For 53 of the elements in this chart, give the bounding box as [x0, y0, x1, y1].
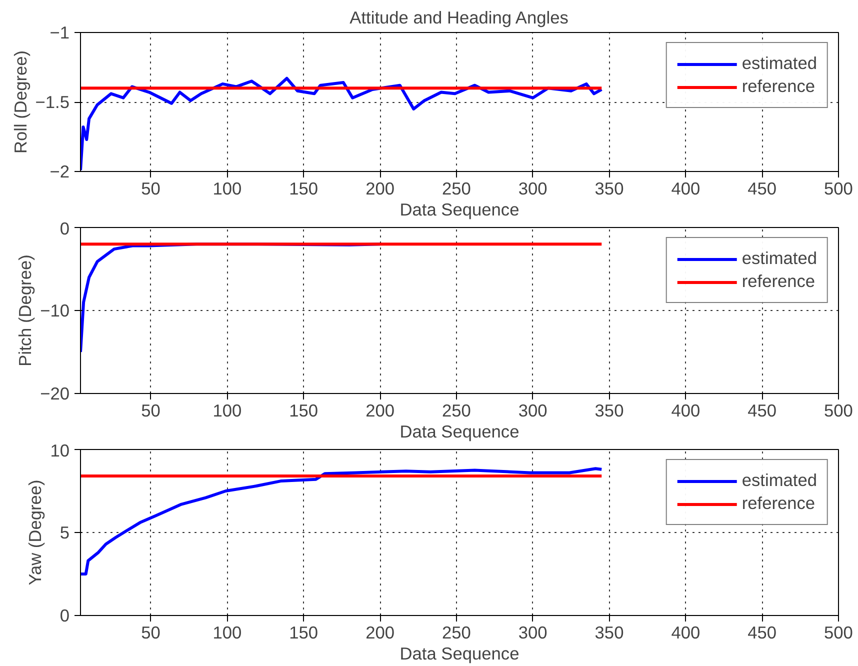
x-tick-label: 100 [212, 178, 242, 198]
line-series [80, 467, 604, 576]
x-tick-label: 400 [671, 178, 700, 198]
y-tick-label: 5 [60, 522, 70, 542]
x-tick-label: 150 [289, 400, 318, 420]
x-tick-label: 300 [518, 400, 548, 420]
x-tick-label: 450 [748, 400, 777, 420]
y-tick-label: 0 [60, 218, 70, 238]
x-tick-label: 300 [518, 622, 548, 642]
legend-label: reference [742, 271, 816, 292]
y-tick-label: −1.5 [35, 92, 70, 112]
x-tick-label: 200 [366, 178, 394, 198]
y-axis-title: Yaw (Degree) [25, 480, 46, 586]
legend-label: estimated [742, 53, 817, 74]
x-axis-title: Data Sequence [400, 644, 520, 664]
x-tick-label: 250 [442, 178, 471, 198]
x-tick-label: 500 [824, 400, 853, 420]
x-tick-label: 50 [141, 178, 160, 198]
chart-title: Attitude and Heading Angles [350, 8, 569, 28]
y-tick-label: −2 [50, 162, 70, 182]
x-tick-label: 500 [824, 178, 853, 198]
legend-label: estimated [742, 248, 817, 269]
x-tick-label: 350 [594, 178, 624, 198]
y-tick-label: −1 [50, 22, 70, 42]
y-tick-label: 0 [60, 606, 70, 626]
x-tick-label: 250 [442, 622, 471, 642]
x-tick-label: 200 [366, 622, 394, 642]
x-tick-label: 450 [748, 178, 777, 198]
x-tick-label: 400 [671, 622, 700, 642]
x-tick-label: 400 [671, 400, 700, 420]
x-tick-label: 300 [518, 178, 548, 198]
x-axis-title: Data Sequence [400, 422, 520, 442]
x-tick-label: 250 [442, 400, 471, 420]
x-tick-label: 350 [594, 622, 624, 642]
y-tick-label: 10 [50, 440, 70, 460]
x-tick-label: 450 [748, 622, 777, 642]
x-tick-label: 50 [141, 400, 160, 420]
y-tick-label: −20 [40, 384, 70, 404]
y-axis-title: Roll (Degree) [10, 50, 30, 154]
x-tick-label: 150 [289, 178, 318, 198]
x-tick-label: 100 [212, 400, 242, 420]
x-tick-label: 150 [289, 622, 318, 642]
x-tick-label: 200 [366, 400, 394, 420]
x-axis-title: Data Sequence [400, 200, 520, 220]
legend-label: estimated [742, 470, 817, 491]
x-tick-label: 500 [824, 622, 853, 642]
x-tick-label: 100 [212, 622, 242, 642]
y-tick-label: −10 [40, 300, 70, 320]
x-tick-label: 50 [141, 622, 160, 642]
x-tick-label: 350 [594, 400, 624, 420]
y-axis-title: Pitch (Degree) [15, 254, 36, 366]
legend-label: reference [742, 76, 816, 97]
legend-label: reference [742, 493, 816, 514]
